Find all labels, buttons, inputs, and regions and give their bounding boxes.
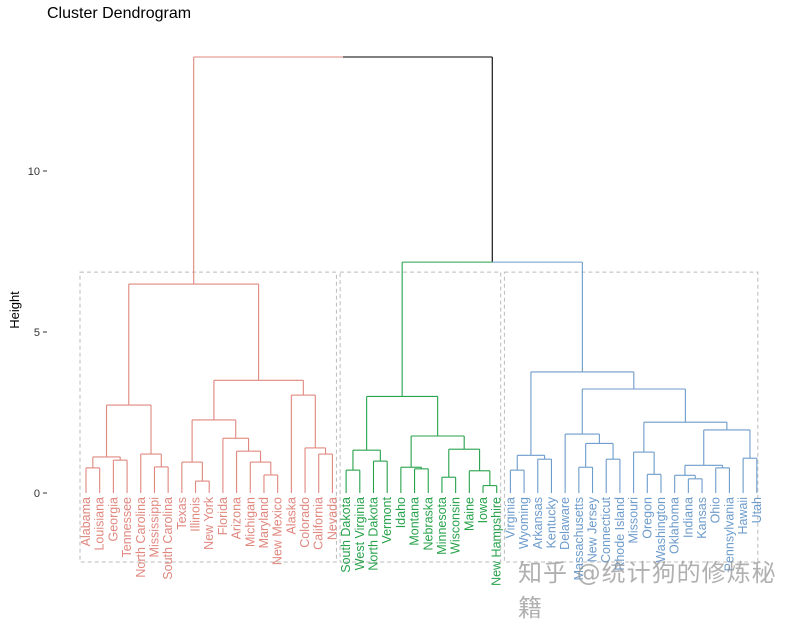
leaf-label: Montana — [408, 497, 422, 546]
chart-title: Cluster Dendrogram — [47, 5, 192, 22]
leaf-label: Oklahoma — [668, 497, 682, 554]
leaf-label: Pennsylvania — [722, 497, 736, 571]
leaf-label: Tennessee — [120, 497, 134, 558]
leaf-label: Washington — [654, 497, 668, 563]
cluster-box — [503, 271, 759, 563]
leaf-label: California — [312, 497, 326, 550]
y-tick-label: 10 — [28, 166, 40, 178]
leaf-label: New Jersey — [586, 496, 600, 562]
leaf-label: Arizona — [230, 497, 244, 539]
leaf-label: Missouri — [627, 497, 641, 544]
leaf-label: Iowa — [476, 497, 490, 523]
leaf-label: Virginia — [503, 497, 517, 539]
leaf-label: Idaho — [394, 497, 408, 528]
leaf-label: Massachusetts — [572, 497, 586, 580]
leaf-label: Kentucky — [544, 496, 558, 548]
watermark: 知乎 @统计狗的修炼秘籍 — [518, 559, 777, 622]
leaf-label: Minnesota — [435, 497, 449, 555]
leaf-label: West Virginia — [353, 497, 367, 570]
leaf-label: Nevada — [325, 497, 339, 540]
y-tick-label: 5 — [34, 327, 40, 339]
leaf-label: New York — [202, 496, 216, 550]
y-axis-label: Height — [7, 291, 22, 329]
leaf-label: Wisconsin — [449, 497, 463, 554]
leaf-label: Arkansas — [531, 497, 545, 549]
leaf-label: Connecticut — [599, 496, 613, 563]
leaf-label: Mississippi — [147, 497, 161, 557]
leaf-label: Vermont — [380, 496, 394, 543]
leaf-label: Wyoming — [517, 497, 531, 549]
leaf-label: Utah — [750, 497, 764, 523]
leaf-label: Nebraska — [421, 497, 435, 551]
leaf-label: North Dakota — [366, 497, 380, 571]
leaf-label: Hawaii — [736, 497, 750, 535]
cluster-box — [79, 271, 337, 563]
leaf-label: Indiana — [681, 497, 695, 538]
leaf-label: Delaware — [558, 497, 572, 550]
leaf-label: New Hampshire — [490, 497, 504, 586]
leaf-label: Colorado — [298, 497, 312, 548]
leaf-label: South Carolina — [161, 497, 175, 580]
leaf-label: Ohio — [709, 497, 723, 523]
leaf-label: Michigan — [243, 497, 257, 547]
leaf-label: Louisiana — [93, 497, 107, 551]
dendrogram-chart: 0 5 10 Height Alabama Louisiana Georgia Tenness… — [7, 56, 764, 586]
leaf-label: Georgia — [106, 497, 120, 542]
leaf-label: Oregon — [640, 497, 654, 539]
leaf-label: Texas — [175, 497, 189, 530]
leaf-label: Florida — [216, 497, 230, 535]
leaf-label: Rhode Island — [613, 497, 627, 571]
leaf-label: North Carolina — [134, 497, 148, 578]
y-tick-label: 0 — [34, 488, 40, 500]
cluster-box — [339, 271, 502, 563]
leaf-label: Illinois — [189, 497, 203, 532]
leaf-label: Alabama — [79, 497, 93, 546]
leaf-label: New Mexico — [271, 497, 285, 565]
leaf-label: Maine — [462, 497, 476, 531]
leaf-label: South Dakota — [339, 497, 353, 573]
leaf-label: Kansas — [695, 497, 709, 539]
leaf-label: Alaska — [284, 497, 298, 535]
leaf-label: Maryland — [257, 497, 271, 548]
